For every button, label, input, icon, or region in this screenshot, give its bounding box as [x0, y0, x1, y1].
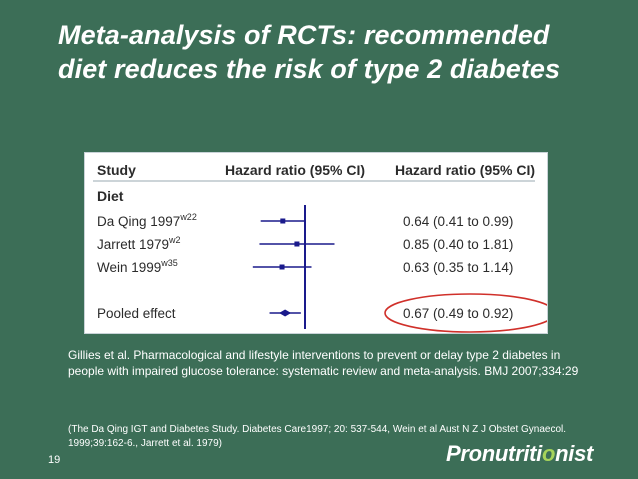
study-ref-study-2: w2	[168, 235, 181, 245]
point-estimate-study-2	[294, 241, 300, 247]
slide-title-line-2: diet reduces the risk of type 2 diabetes	[58, 54, 561, 84]
hr-value-study-2: 0.85 (0.40 to 1.81)	[403, 237, 513, 252]
study-name-pooled: Pooled effect	[97, 306, 176, 321]
slide-number: 19	[48, 454, 61, 466]
brand-logo-accent: o	[542, 441, 556, 466]
forest-plot: Study Hazard ratio (95% CI) Hazard ratio…	[84, 152, 548, 334]
group-label-diet: Diet	[97, 188, 124, 204]
brand-logo-text-start: Pronutriti	[446, 441, 542, 466]
study-label-study-3: Wein 1999w35	[97, 258, 178, 275]
forest-rows: Da Qing 1997w22 0.64 (0.41 to 0.99) Jarret…	[97, 212, 513, 321]
study-name-study-1: Da Qing 1997	[97, 214, 180, 229]
study-ref-study-1: w22	[179, 212, 197, 222]
pooled-highlight-circle	[384, 293, 547, 333]
slide-title: Meta-analysis of RCTs: recommended diet …	[58, 18, 618, 86]
study-ref-study-3: w35	[160, 258, 178, 268]
header-values: Hazard ratio (95% CI)	[395, 162, 535, 178]
slide-title-line-1: Meta-analysis of RCTs: recommended	[58, 20, 550, 50]
brand-logo-text-end: nist	[555, 441, 594, 466]
hr-value-study-3: 0.63 (0.35 to 1.14)	[403, 260, 513, 275]
hr-value-pooled: 0.67 (0.49 to 0.92)	[403, 306, 513, 321]
pooled-diamond	[279, 309, 292, 317]
citation-text: Gillies et al. Pharmacological and lifes…	[68, 348, 579, 378]
references-text: (The Da Qing IGT and Diabetes Study. Dia…	[68, 424, 567, 449]
study-name-study-3: Wein 1999	[97, 260, 161, 275]
header-study: Study	[97, 162, 136, 178]
study-label-study-2: Jarrett 1979w2	[97, 235, 181, 252]
header-plot: Hazard ratio (95% CI)	[225, 162, 365, 178]
study-label-pooled: Pooled effect	[97, 306, 176, 321]
study-name-study-2: Jarrett 1979	[97, 237, 169, 252]
hr-value-study-1: 0.64 (0.41 to 0.99)	[403, 214, 513, 229]
point-estimate-study-1	[280, 218, 286, 224]
forest-plot-svg: Study Hazard ratio (95% CI) Hazard ratio…	[93, 162, 547, 333]
brand-logo: Pronutritionist	[446, 441, 593, 467]
study-label-study-1: Da Qing 1997w22	[97, 212, 197, 229]
point-estimate-study-3	[279, 264, 285, 270]
